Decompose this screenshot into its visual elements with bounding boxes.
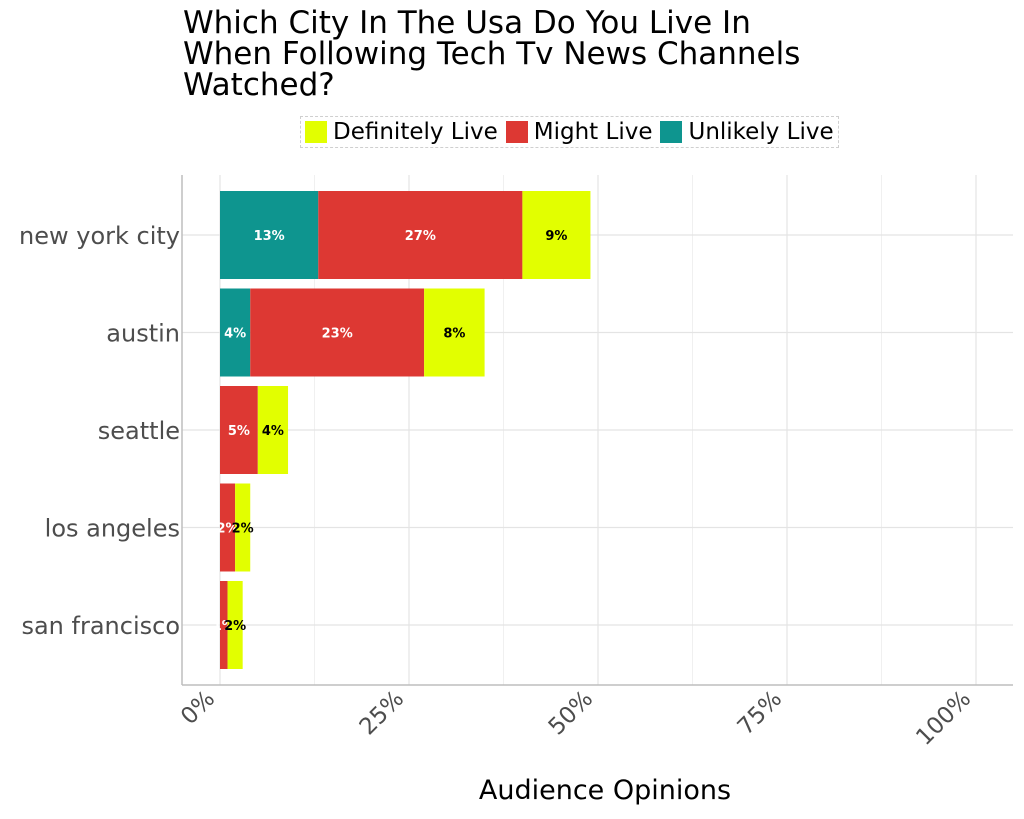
legend-label-unlikely-live: Unlikely Live [688, 119, 834, 145]
y-tick-label-2: seattle [98, 417, 180, 445]
legend-swatch-unlikely-live [660, 121, 683, 143]
data-label-might-live-3: 2% [217, 522, 239, 537]
legend-item-unlikely-live: Unlikely Live [660, 119, 834, 145]
x-axis-title: Audience Opinions [478, 775, 732, 806]
data-label-might-live-2: 5% [228, 424, 250, 439]
data-label-might-live-1: 23% [322, 327, 353, 342]
data-label-unlikely-live-0: 13% [254, 229, 285, 244]
bar-definitely-live-0 [522, 191, 591, 279]
y-tick-label-0: new york city [19, 222, 180, 250]
data-label-might-live-0: 27% [405, 229, 436, 244]
legend-swatch-might-live [505, 121, 528, 143]
legend-label-might-live: Might Live [533, 119, 653, 145]
chart-title-line-1: Which City In The Usa Do You Live In [183, 5, 751, 41]
chart-title: Which City In The Usa Do You Live In Whe… [183, 8, 1003, 101]
bar-might-live-2 [220, 386, 258, 474]
bar-unlikely-live-0 [220, 191, 319, 279]
chart-legend: Definitely Live Might Live Unlikely Live [300, 116, 839, 148]
bar-definitely-live-2 [257, 386, 289, 474]
x-tick-label-1: 25% [355, 686, 410, 741]
bar-definitely-live-4 [227, 581, 243, 669]
bar-might-live-3 [220, 483, 236, 572]
data-label-unlikely-live-1: 4% [224, 327, 246, 342]
bar-definitely-live-1 [424, 288, 485, 377]
y-tick-label-4: san francisco [21, 612, 180, 640]
data-label-definitely-live-2: 4% [262, 424, 284, 439]
x-tick-label-4: 100% [911, 686, 976, 751]
legend-label-definitely-live: Definitely Live [333, 119, 498, 145]
chart-title-line-3: Watched? [183, 67, 335, 103]
bar-might-live-4 [220, 581, 228, 669]
bar-unlikely-live-1 [220, 288, 251, 377]
legend-swatch-definitely-live [305, 121, 327, 143]
legend-item-might-live: Might Live [505, 119, 653, 145]
data-label-definitely-live-3: 2% [232, 522, 254, 537]
chart-title-line-2: When Following Tech Tv News Channels [183, 36, 801, 72]
x-tick-label-0: 0% [176, 686, 220, 730]
bar-might-live-1 [250, 288, 425, 377]
x-tick-label-2: 50% [544, 686, 599, 741]
y-tick-label-3: los angeles [45, 515, 180, 543]
data-label-definitely-live-4: 2% [224, 619, 246, 634]
legend-item-definitely-live: Definitely Live [305, 119, 498, 145]
x-tick-label-3: 75% [733, 686, 788, 741]
bar-definitely-live-3 [235, 483, 251, 572]
data-label-definitely-live-0: 9% [545, 229, 567, 244]
data-label-definitely-live-1: 8% [443, 327, 465, 342]
y-tick-label-1: austin [106, 320, 180, 348]
bar-might-live-0 [318, 191, 523, 279]
